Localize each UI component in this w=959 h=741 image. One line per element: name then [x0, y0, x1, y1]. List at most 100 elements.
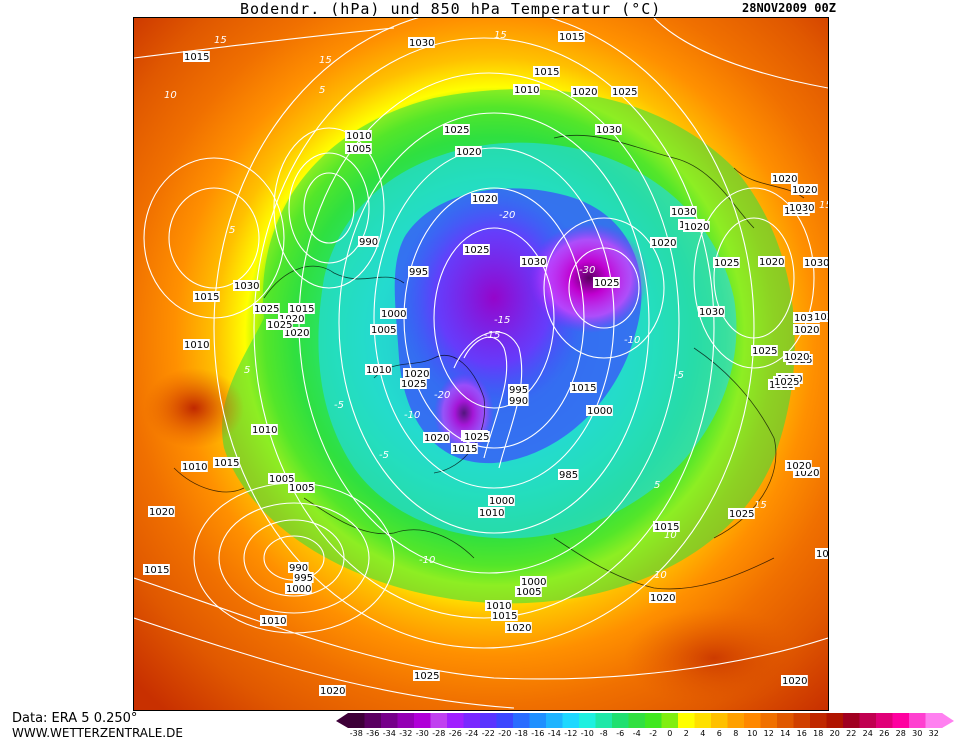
isobar-label: 1015	[533, 66, 560, 78]
isobar-label: 1005	[370, 324, 397, 336]
isobar-label-bg	[515, 586, 542, 597]
legend-tick-label: 10	[747, 729, 758, 738]
isobar-value: 1025	[464, 245, 489, 256]
legend-tick-label: -34	[382, 729, 396, 738]
isobar-label-bg	[713, 257, 740, 268]
map-valid-date: 28NOV2009 00Z	[742, 1, 836, 15]
legend-swatch	[661, 713, 679, 728]
isobar-value: 1025	[401, 379, 426, 390]
isobar-value: 1005	[269, 474, 294, 485]
isobar-label-bg	[358, 236, 379, 247]
legend-tick-label: -14	[547, 729, 561, 738]
legend-swatch	[463, 713, 481, 728]
isobar-label-bg	[463, 431, 490, 442]
legend-tick-label: 16	[796, 729, 807, 738]
legend-tick-label: -4	[632, 729, 641, 738]
isobar-value: 1020	[794, 325, 819, 336]
isobar-value: 1000	[381, 309, 406, 320]
isobar-label-bg	[813, 311, 828, 322]
isotherm-label: -10	[624, 335, 640, 346]
legend-swatch	[579, 713, 596, 728]
isobar-label-bg	[781, 675, 808, 686]
isobar-value: 990	[509, 396, 528, 407]
isobar-label-bg	[728, 508, 755, 519]
isotherm-label: -10	[404, 410, 420, 421]
legend-swatch	[826, 713, 844, 728]
isobar-value: 1025	[714, 258, 739, 269]
isotherm-label: -20	[499, 210, 515, 221]
isobar-label: 1015	[491, 610, 518, 622]
isobar-label-bg	[380, 308, 407, 319]
isotherm-label: -5	[674, 370, 684, 381]
isobar-label-bg	[649, 592, 676, 603]
isobar-value: 1020	[792, 185, 817, 196]
isobar-value: 1020	[506, 623, 531, 634]
isobar-label: 1000	[586, 405, 613, 417]
isobar-value: 1015	[534, 67, 559, 78]
legend-tick-label: 18	[813, 729, 824, 738]
isobar-label: 1020	[505, 622, 532, 634]
legend-tick-label: 4	[700, 729, 706, 738]
isobar-label: 1030	[233, 280, 260, 292]
isobar-label: 1015	[653, 521, 680, 533]
isobar-value: 1015	[816, 549, 828, 560]
isobar-label-bg	[751, 345, 778, 356]
data-source: Data: ERA 5 0.250°	[12, 711, 138, 726]
isobar-label: 1010	[181, 461, 208, 473]
isobar-label-bg	[288, 562, 309, 573]
isobar-label: 1025	[266, 319, 293, 331]
isobar-label-bg	[773, 376, 800, 387]
isobar-label: 1030	[520, 256, 547, 268]
isobar-value: 1020	[782, 676, 807, 687]
legend-swatch	[876, 713, 893, 728]
isobar-label: 1020	[319, 685, 346, 697]
legend-tick-label: 26	[879, 729, 890, 738]
isobar-label-bg	[758, 256, 785, 267]
legend-tick-label: -6	[616, 729, 625, 738]
isobar-label: 1025	[253, 303, 280, 315]
isobar-label-bg	[520, 256, 547, 267]
isotherm-label: 15	[214, 35, 227, 46]
isobar-label: 1025	[593, 277, 620, 289]
isotherm-label: -20	[434, 390, 450, 401]
isobar-value: 1020	[759, 257, 784, 268]
legend-tick-label: -20	[498, 729, 512, 738]
legend-swatch	[727, 713, 745, 728]
legend-tick-label: -16	[531, 729, 545, 738]
isobar-label-bg	[251, 424, 278, 435]
legend-tick-label: -28	[432, 729, 446, 738]
legend-tick-label: 2	[683, 729, 689, 738]
isobar-label: 1015	[143, 564, 170, 576]
isobar-label: 1020	[571, 86, 598, 98]
isobar-value: 1005	[371, 325, 396, 336]
isobar-label: 1025	[773, 376, 800, 388]
isobar-label-bg	[803, 257, 828, 268]
legend-tick-label: -22	[481, 729, 495, 738]
legend-swatch	[760, 713, 778, 728]
isobar-label: 1020	[791, 184, 818, 196]
isotherm-label: 10	[654, 570, 667, 581]
isobar-value: 1020	[456, 147, 481, 158]
isobar-label-bg	[788, 202, 815, 213]
isobar-label-bg	[670, 206, 697, 217]
isobar-label: 1020	[423, 432, 450, 444]
isobar-label: 1020	[771, 173, 798, 185]
isotherm-label: -10	[419, 555, 435, 566]
isobar-value: 1015	[289, 304, 314, 315]
isobar-label-bg	[283, 327, 310, 338]
isobar-value: 1030	[789, 203, 814, 214]
legend-tick-label: -24	[465, 729, 479, 738]
isobar-value: 1030	[804, 258, 828, 269]
isobar-value: 1030	[671, 207, 696, 218]
isobar-label-bg	[233, 280, 260, 291]
isobar-value: 995	[409, 267, 428, 278]
isobar-value: 995	[294, 573, 313, 584]
legend-swatch	[496, 713, 514, 728]
isotherm-label: 15	[754, 500, 767, 511]
legend-swatch	[381, 713, 398, 728]
isobar-label: 995	[408, 266, 429, 278]
isobar-label-bg	[558, 31, 585, 42]
legend-arrow-right	[942, 713, 954, 728]
isobar-label: 1015	[570, 382, 597, 394]
isobar-label: 990	[508, 395, 529, 407]
